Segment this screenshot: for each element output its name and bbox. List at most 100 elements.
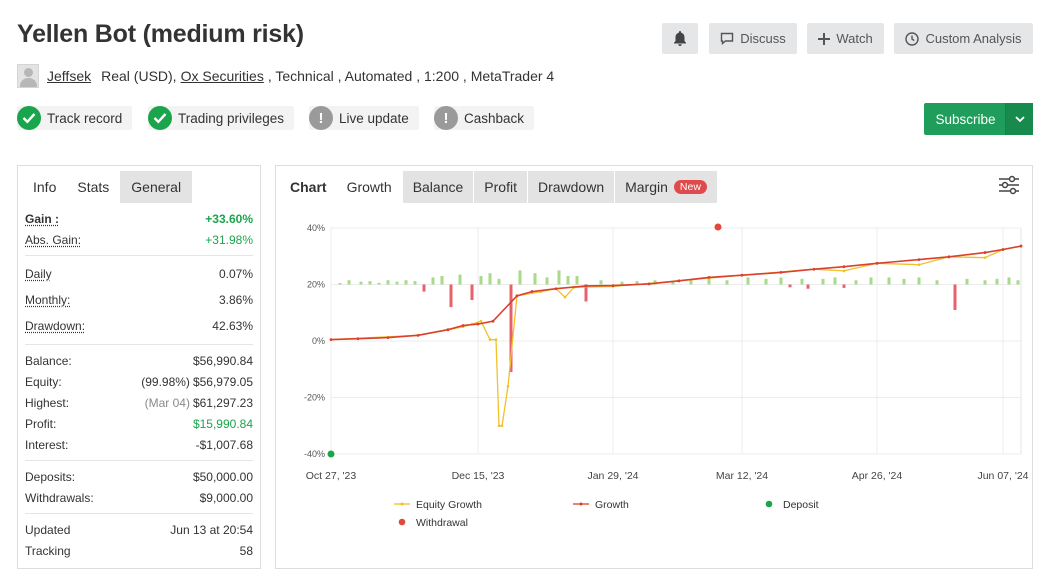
profit-bar — [902, 278, 906, 285]
stat-label: Tracking — [25, 543, 71, 558]
profit-bar — [983, 280, 987, 285]
equity-point — [563, 295, 567, 299]
check-icon — [17, 106, 41, 130]
profit-bar — [413, 281, 417, 285]
growth-point — [386, 336, 390, 340]
profit-bar — [965, 278, 969, 285]
profit-bar — [707, 278, 711, 285]
growth-point — [947, 255, 951, 259]
equity-point — [983, 256, 987, 259]
tab-stats[interactable]: Stats — [67, 171, 121, 203]
custom-analysis-label: Custom Analysis — [925, 31, 1022, 46]
profit-bar — [854, 280, 858, 285]
sliders-icon[interactable] — [998, 175, 1020, 200]
x-tick-label: Oct 27, '23 — [306, 470, 357, 482]
tab-balance[interactable]: Balance — [402, 171, 475, 203]
growth-chart[interactable]: 40% 20% 0% -20% -40% Oct 27, '23 Dec 15, '23 Ja… — [276, 206, 1032, 568]
stat-balance: Balance: $56,990.84 — [25, 350, 253, 371]
equity-point — [917, 263, 921, 267]
tab-general[interactable]: General — [120, 171, 194, 203]
chevron-down-icon[interactable] — [1005, 103, 1033, 135]
discuss-button[interactable]: Discuss — [709, 23, 797, 54]
chart-tabs: Chart Growth Balance Profit Drawdown Mar… — [281, 171, 718, 203]
equity-point — [500, 424, 504, 428]
stat-value: +33.60% — [205, 211, 253, 226]
profit-bar — [368, 281, 372, 285]
badge-track-record[interactable]: Track record — [17, 106, 133, 130]
stat-label: Profit: — [25, 416, 57, 431]
profit-bar — [431, 277, 435, 285]
y-tick-label: 0% — [312, 336, 325, 346]
stat-value: +31.98% — [205, 232, 253, 247]
bell-icon — [674, 31, 686, 46]
divider — [25, 513, 253, 514]
badge-trading-privileges[interactable]: Trading privileges — [148, 106, 295, 130]
tab-drawdown[interactable]: Drawdown — [527, 171, 616, 203]
y-tick-label: -40% — [304, 449, 325, 459]
badge-live-update[interactable]: ! Live update — [309, 106, 419, 130]
stat-gain: Gain : +33.60% — [25, 208, 253, 229]
growth-point — [740, 273, 744, 277]
account-type: Real (USD), — [101, 68, 177, 84]
watch-button[interactable]: Watch — [807, 23, 884, 54]
stat-value: $9,000.00 — [199, 490, 253, 505]
stat-label: Interest: — [25, 437, 69, 452]
discuss-label: Discuss — [740, 31, 786, 46]
clock-icon — [905, 31, 920, 46]
stat-label: Daily — [25, 267, 52, 281]
withdrawal-marker — [714, 223, 722, 231]
stat-label: Balance: — [25, 353, 72, 368]
legend-label: Deposit — [783, 499, 819, 511]
subscribe-label: Subscribe — [935, 111, 996, 127]
equity-point — [506, 384, 510, 388]
exclamation-icon: ! — [309, 106, 333, 130]
stat-value: $56,979.05 — [192, 374, 253, 389]
legend-swatch — [765, 500, 773, 508]
profit-bar — [440, 276, 444, 285]
notification-button[interactable] — [662, 23, 698, 54]
equity-point — [842, 269, 846, 273]
profit-bar — [497, 278, 501, 285]
badge-label: Cashback — [464, 110, 525, 126]
custom-analysis-button[interactable]: Custom Analysis — [894, 23, 1033, 54]
profit-bar — [557, 270, 561, 285]
stat-drawdown: Drawdown: 42.63% — [25, 313, 253, 339]
growth-point — [329, 338, 333, 341]
deposit-marker — [327, 450, 335, 458]
user-link[interactable]: Jeffsek — [47, 68, 92, 84]
subscribe-button[interactable]: Subscribe — [924, 103, 1033, 135]
stat-label: Updated — [25, 522, 71, 537]
comment-icon — [721, 32, 734, 45]
growth-point — [647, 282, 651, 286]
growth-point — [461, 324, 465, 327]
profit-bar — [533, 273, 537, 285]
growth-point — [356, 337, 360, 341]
stat-value: 3.86% — [218, 293, 253, 307]
divider — [25, 460, 253, 461]
profit-bar — [800, 278, 804, 285]
stat-value: $61,297.23 — [192, 395, 253, 410]
legend-label: Equity Growth — [416, 499, 482, 511]
legend-swatch-dot — [400, 502, 404, 506]
stat-value: Jun 13 at 20:54 — [170, 522, 253, 537]
profit-bar — [386, 280, 390, 285]
broker-link[interactable]: Ox Securities — [180, 68, 264, 84]
badge-cashback[interactable]: ! Cashback — [434, 106, 535, 130]
stat-label: Highest: — [25, 395, 70, 410]
tab-profit[interactable]: Profit — [474, 171, 528, 203]
loss-bar — [470, 284, 474, 301]
tab-margin[interactable]: Margin New — [615, 171, 718, 203]
profit-bar — [599, 280, 603, 285]
x-tick-label: Dec 15, '23 — [452, 470, 505, 482]
tab-info[interactable]: Info — [23, 171, 68, 203]
profit-bar — [347, 280, 351, 285]
profit-bar — [566, 276, 570, 285]
stat-monthly: Monthly: 3.86% — [25, 287, 253, 313]
stat-highest: Highest: (Mar 04) $61,297.23 — [25, 392, 253, 413]
x-tick-label: Jan 29, '24 — [587, 470, 638, 482]
y-tick-label: 20% — [307, 280, 325, 290]
stat-value: -$1,007.68 — [195, 437, 253, 452]
growth-point — [446, 328, 450, 332]
tab-growth[interactable]: Growth — [336, 171, 403, 203]
stat-value-group: (Mar 04) $61,297.23 — [145, 396, 253, 410]
